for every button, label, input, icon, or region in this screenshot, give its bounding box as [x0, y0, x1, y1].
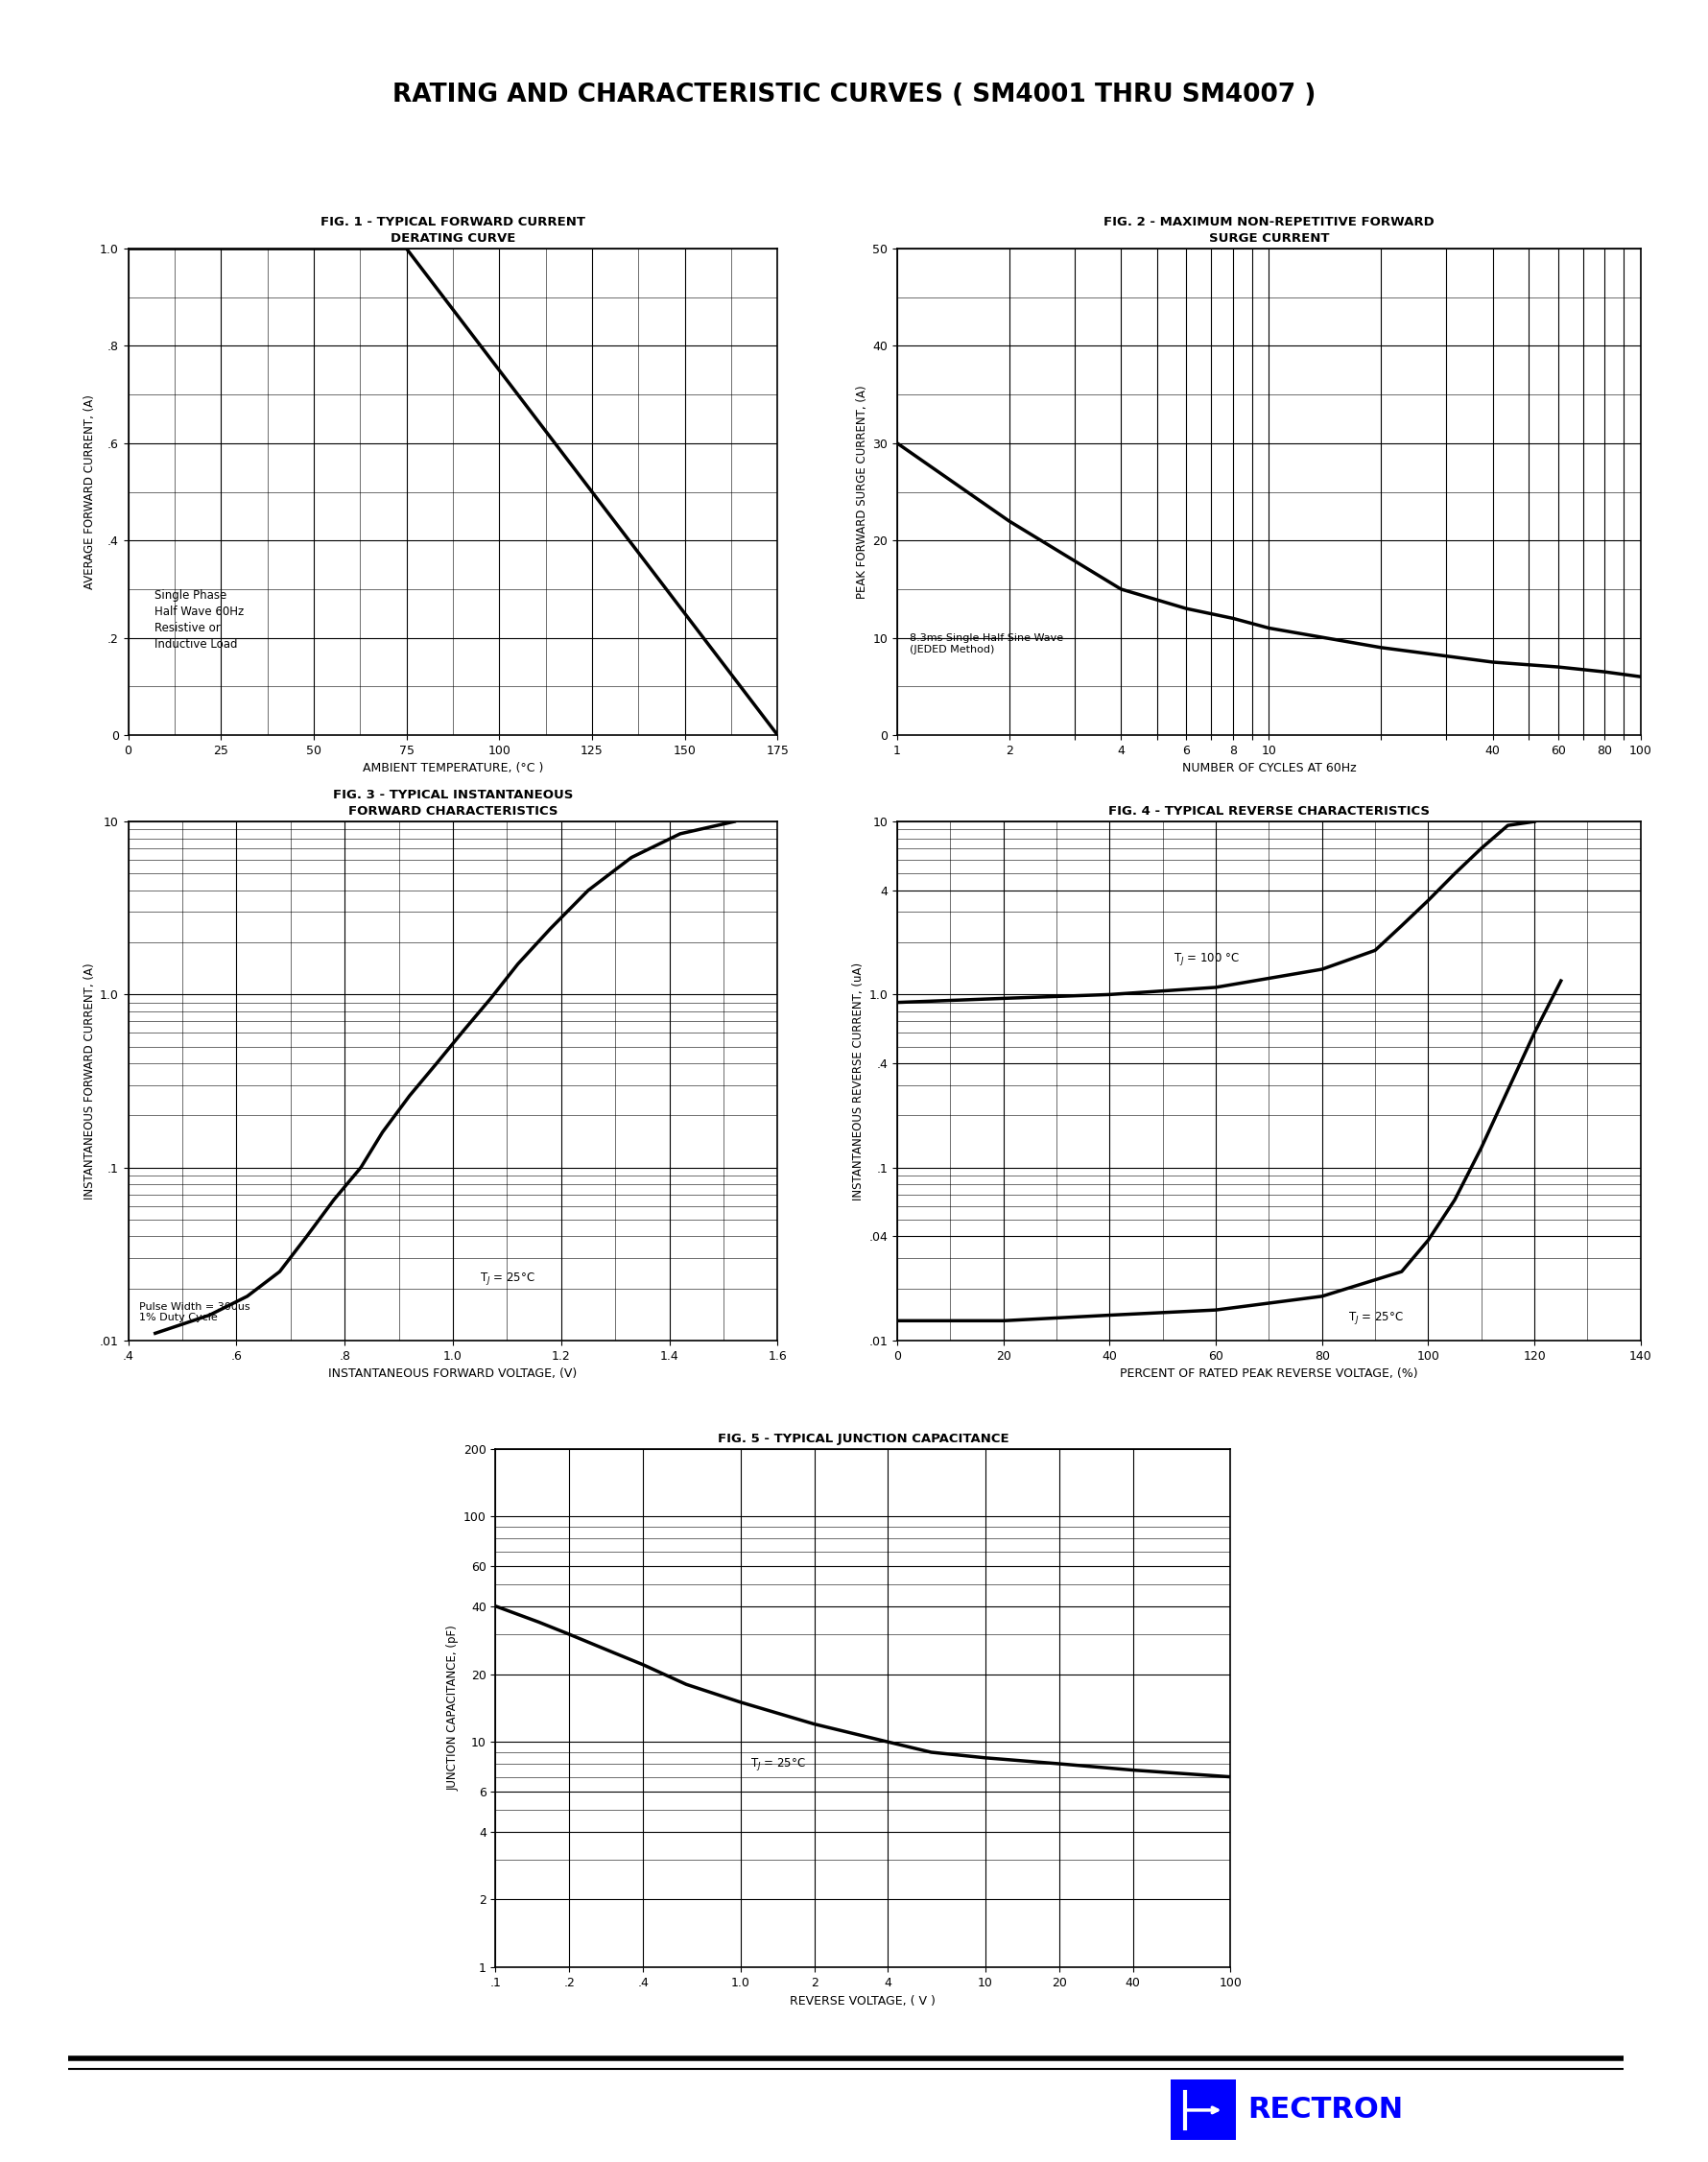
Text: T$_J$ = 25°C: T$_J$ = 25°C [480, 1271, 535, 1286]
Y-axis label: AVERAGE FORWARD CURRENT, (A): AVERAGE FORWARD CURRENT, (A) [84, 393, 96, 590]
X-axis label: NUMBER OF CYCLES AT 60Hz: NUMBER OF CYCLES AT 60Hz [1182, 763, 1354, 774]
Y-axis label: PEAK FORWARD SURGE CURRENT, (A): PEAK FORWARD SURGE CURRENT, (A) [856, 385, 868, 599]
Title: FIG. 3 - TYPICAL INSTANTANEOUS
FORWARD CHARACTERISTICS: FIG. 3 - TYPICAL INSTANTANEOUS FORWARD C… [333, 789, 572, 817]
Text: T$_J$ = 100 °C: T$_J$ = 100 °C [1173, 951, 1238, 966]
X-axis label: AMBIENT TEMPERATURE, (°C ): AMBIENT TEMPERATURE, (°C ) [362, 763, 543, 774]
Title: FIG. 1 - TYPICAL FORWARD CURRENT
DERATING CURVE: FIG. 1 - TYPICAL FORWARD CURRENT DERATIN… [321, 216, 584, 244]
X-axis label: INSTANTANEOUS FORWARD VOLTAGE, (V): INSTANTANEOUS FORWARD VOLTAGE, (V) [328, 1369, 577, 1379]
Title: FIG. 4 - TYPICAL REVERSE CHARACTERISTICS: FIG. 4 - TYPICAL REVERSE CHARACTERISTICS [1107, 804, 1430, 817]
Text: Pulse Width = 300us
1% Duty Cycle: Pulse Width = 300us 1% Duty Cycle [138, 1302, 249, 1323]
Text: T$_J$ = 25°C: T$_J$ = 25°C [750, 1756, 806, 1773]
FancyBboxPatch shape [1167, 2078, 1238, 2143]
Title: FIG. 5 - TYPICAL JUNCTION CAPACITANCE: FIG. 5 - TYPICAL JUNCTION CAPACITANCE [717, 1431, 1008, 1444]
Y-axis label: INSTANTANEOUS REVERSE CURRENT, (uA): INSTANTANEOUS REVERSE CURRENT, (uA) [852, 962, 864, 1200]
Text: T$_J$ = 25°C: T$_J$ = 25°C [1348, 1310, 1404, 1327]
Y-axis label: JUNCTION CAPACITANCE, (pF): JUNCTION CAPACITANCE, (pF) [446, 1626, 459, 1790]
X-axis label: PERCENT OF RATED PEAK REVERSE VOLTAGE, (%): PERCENT OF RATED PEAK REVERSE VOLTAGE, (… [1119, 1369, 1418, 1379]
Text: 8.3ms Single Half Sine-Wave
(JEDED Method): 8.3ms Single Half Sine-Wave (JEDED Metho… [909, 633, 1062, 655]
Y-axis label: INSTANTANEOUS FORWARD CURRENT, (A): INSTANTANEOUS FORWARD CURRENT, (A) [84, 962, 96, 1200]
Title: FIG. 2 - MAXIMUM NON-REPETITIVE FORWARD
SURGE CURRENT: FIG. 2 - MAXIMUM NON-REPETITIVE FORWARD … [1103, 216, 1433, 244]
Text: RECTRON: RECTRON [1247, 2097, 1402, 2123]
Text: Single Phase
Half Wave 60Hz
Resistive or
Inductive Load: Single Phase Half Wave 60Hz Resistive or… [154, 590, 244, 651]
X-axis label: REVERSE VOLTAGE, ( V ): REVERSE VOLTAGE, ( V ) [789, 1996, 936, 2006]
Text: RATING AND CHARACTERISTIC CURVES ( SM4001 THRU SM4007 ): RATING AND CHARACTERISTIC CURVES ( SM400… [393, 82, 1315, 108]
